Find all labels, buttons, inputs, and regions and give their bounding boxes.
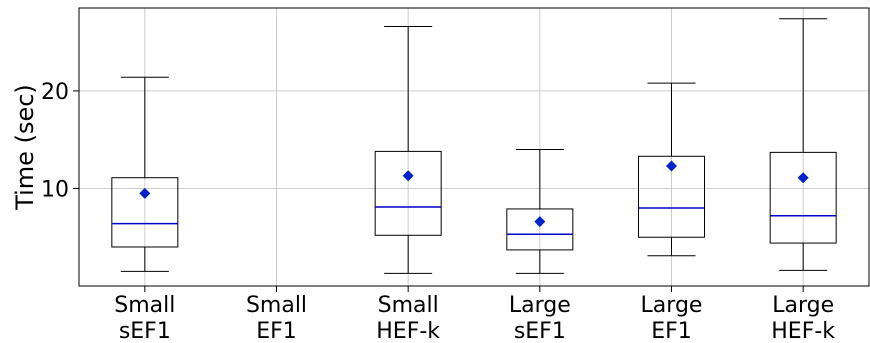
x-tick-label-line2: HEF-k — [376, 319, 440, 343]
x-tick-label-line1: Small — [114, 293, 175, 318]
plot-frame — [78, 7, 870, 287]
box-4 — [638, 82, 705, 257]
x-tick-label-line2: HEF-k — [771, 319, 835, 343]
x-tick-label-line1: Small — [378, 293, 439, 318]
box-3 — [506, 148, 574, 274]
box-0 — [111, 76, 179, 272]
x-tick-label-line2: EF1 — [256, 319, 297, 343]
box-2 — [374, 26, 442, 274]
grid-lines — [79, 8, 869, 286]
box-iqr — [506, 208, 574, 251]
y-axis-ticks: 10 20 — [41, 80, 79, 202]
x-tick-label-line1: Large — [641, 293, 703, 318]
mean-marker — [797, 172, 809, 184]
x-tick-label-line2: sEF1 — [119, 319, 171, 343]
mean-marker — [139, 187, 151, 199]
x-tick-label-line1: Small — [246, 293, 307, 318]
box-iqr — [638, 155, 705, 238]
box-iqr — [769, 151, 837, 244]
y-tick-label: 20 — [41, 80, 69, 105]
x-tick-label-line2: EF1 — [651, 319, 692, 343]
box-iqr — [111, 177, 179, 248]
mean-marker — [534, 216, 546, 228]
y-tick-label: 10 — [41, 177, 69, 202]
x-tick-label-line1: Large — [509, 293, 571, 318]
x-axis-ticks: SmallsEF1SmallEF1SmallHEF-kLargesEF1Larg… — [114, 286, 835, 343]
y-axis-title: Time (sec) — [11, 84, 39, 211]
x-tick-label-line1: Large — [772, 293, 834, 318]
box-iqr — [374, 150, 442, 236]
box-5 — [769, 18, 837, 271]
mean-marker — [666, 160, 677, 172]
x-tick-label-line2: sEF1 — [514, 319, 566, 343]
mean-marker — [402, 170, 414, 182]
boxes — [111, 18, 837, 274]
